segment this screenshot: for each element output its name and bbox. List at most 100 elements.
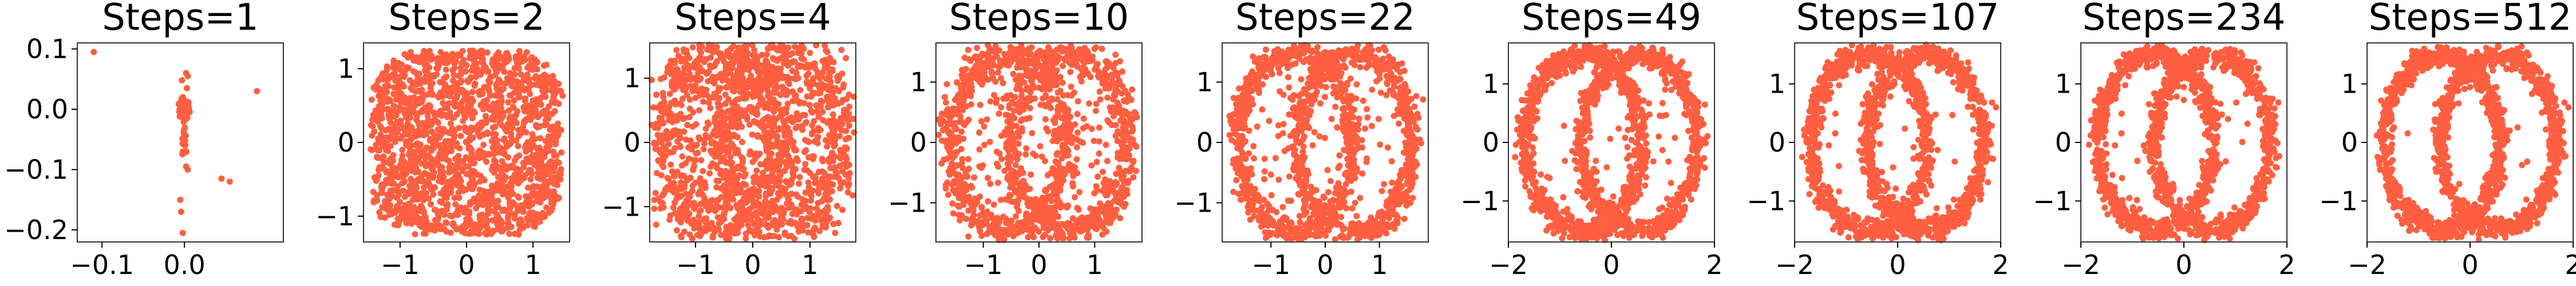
panel-steps-4: Steps=4−1 0 110−1 [602, 0, 858, 280]
scatter-point [1078, 228, 1085, 235]
scatter-point [433, 65, 440, 72]
scatter-point [1048, 197, 1055, 204]
scatter-point [801, 166, 808, 173]
scatter-point [678, 102, 685, 109]
scatter-point [377, 214, 384, 220]
scatter-point [767, 72, 773, 78]
scatter-point [654, 125, 661, 132]
scatter-point [523, 155, 530, 162]
scatter-point [405, 65, 412, 72]
scatter-point [938, 121, 945, 128]
scatter-point [393, 96, 400, 103]
scatter-point [457, 52, 464, 59]
scatter-point [788, 233, 795, 240]
scatter-point [417, 141, 424, 148]
scatter-point [434, 59, 441, 66]
scatter-point [1058, 202, 1065, 209]
scatter-point [732, 176, 738, 182]
scatter-points [935, 42, 1140, 244]
scatter-point [551, 180, 558, 187]
scatter-point [838, 46, 845, 53]
scatter-point [483, 120, 489, 126]
scatter-point [673, 227, 680, 234]
scatter-point [477, 71, 484, 78]
scatter-point [456, 125, 463, 132]
scatter-point [977, 101, 983, 108]
x-tick-label: 0.0 [164, 249, 206, 280]
scatter-point [468, 112, 475, 119]
scatter-point [793, 191, 800, 198]
scatter-point [488, 138, 495, 145]
scatter-point [800, 112, 807, 118]
scatter-point [404, 53, 411, 59]
scatter-point [682, 213, 689, 220]
scatter-point [828, 153, 835, 160]
scatter-point [398, 157, 405, 164]
scatter-point [1078, 214, 1085, 221]
scatter-point [412, 57, 419, 64]
scatter-point [506, 199, 513, 206]
scatter-point [1023, 145, 1030, 152]
scatter-point [440, 100, 447, 106]
scatter-point [817, 103, 824, 110]
scatter-point [412, 208, 419, 215]
scatter-point [965, 116, 972, 123]
scatter-point [459, 228, 465, 235]
scatter-point [667, 65, 674, 72]
scatter-point [484, 224, 491, 231]
scatter-point [824, 143, 831, 150]
scatter-point [713, 75, 720, 82]
scatter-points [368, 47, 566, 238]
scatter-point [665, 141, 672, 148]
scatter-point [384, 192, 390, 198]
x-tick-label: 0 [458, 249, 475, 280]
scatter-point [463, 216, 470, 223]
scatter-point [182, 142, 189, 149]
scatter-point [784, 101, 791, 107]
scatter-point [749, 131, 756, 138]
scatter-point [424, 171, 430, 178]
scatter-point [769, 132, 776, 139]
scatter-point [680, 86, 687, 93]
scatter-point [969, 200, 975, 207]
scatter-point [843, 55, 850, 62]
scatter-point [815, 190, 822, 197]
y-tick-label: 0 [624, 127, 641, 158]
scatter-point [995, 163, 1002, 170]
scatter-point [1062, 57, 1069, 63]
scatter-point [396, 89, 402, 96]
scatter-point [540, 72, 547, 78]
scatter-point [684, 122, 691, 129]
scatter-point [965, 46, 971, 53]
scatter-point [694, 220, 700, 227]
scatter-point [652, 189, 659, 196]
scatter-point [179, 77, 185, 84]
scatter-point [558, 149, 565, 156]
scatter-point [698, 49, 705, 56]
scatter-point [1045, 44, 1052, 51]
scatter-point [447, 113, 453, 120]
scatter-point [831, 173, 837, 180]
scatter-point [379, 101, 386, 108]
scatter-point [449, 50, 456, 57]
scatter-point [707, 202, 714, 209]
scatter-point [718, 185, 725, 192]
scatter-point [832, 125, 839, 132]
scatter-point [436, 162, 442, 169]
scatter-point [736, 96, 743, 102]
scatter-point [740, 180, 747, 187]
scatter-point [421, 124, 428, 130]
scatter-point [718, 118, 725, 125]
x-tick-label: 0 [744, 249, 761, 280]
scatter-point [555, 171, 562, 178]
scatter-point [767, 190, 774, 197]
scatter-point [511, 97, 517, 104]
scatter-point [392, 138, 398, 145]
scatter-point [434, 133, 441, 140]
scatter-point [833, 202, 840, 209]
scatter-point [430, 109, 437, 116]
scatter-point [391, 126, 398, 133]
scatter-point [686, 231, 693, 238]
scatter-point [839, 70, 846, 77]
scatter-point [958, 160, 965, 166]
